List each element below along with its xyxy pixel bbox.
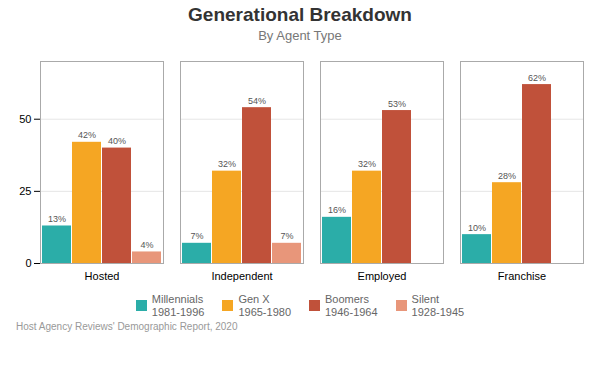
svg-text:42%: 42% bbox=[78, 130, 96, 140]
svg-text:13%: 13% bbox=[48, 214, 66, 224]
svg-text:Independent: Independent bbox=[211, 270, 272, 282]
html-text:By Agent Type: By Agent Type bbox=[258, 28, 342, 43]
svg-text:53%: 53% bbox=[388, 99, 406, 109]
html-text:Host Agency Reviews' Demograph: Host Agency Reviews' Demographic Report,… bbox=[16, 321, 238, 333]
svg-text:62%: 62% bbox=[528, 73, 546, 83]
svg-text:0: 0 bbox=[25, 257, 31, 269]
html-text:Silent 1928-1945: Silent 1928-1945 bbox=[411, 293, 465, 318]
svg-text:25: 25 bbox=[19, 185, 31, 197]
svg-text:7%: 7% bbox=[280, 231, 293, 241]
html-text:Gen X 1965-1980: Gen X 1965-1980 bbox=[238, 293, 291, 318]
svg-text:Hosted: Hosted bbox=[85, 270, 120, 282]
svg-text:50: 50 bbox=[19, 113, 31, 125]
svg-text:10%: 10% bbox=[468, 223, 486, 233]
html-text:Generational Breakdown: Generational Breakdown bbox=[188, 4, 412, 25]
svg-text:Employed: Employed bbox=[358, 270, 407, 282]
svg-text:Franchise: Franchise bbox=[498, 270, 546, 282]
svg-text:7%: 7% bbox=[190, 231, 203, 241]
html-text:Millennials 1981-1996: Millennials 1981-1996 bbox=[151, 293, 205, 318]
svg-text:16%: 16% bbox=[328, 205, 346, 215]
svg-text:32%: 32% bbox=[218, 159, 236, 169]
svg-text:40%: 40% bbox=[108, 136, 126, 146]
html-text:Boomers 1946-1964: Boomers 1946-1964 bbox=[325, 293, 378, 318]
svg-text:32%: 32% bbox=[358, 159, 376, 169]
svg-text:4%: 4% bbox=[140, 240, 153, 250]
svg-text:54%: 54% bbox=[248, 96, 266, 106]
svg-text:28%: 28% bbox=[498, 171, 516, 181]
